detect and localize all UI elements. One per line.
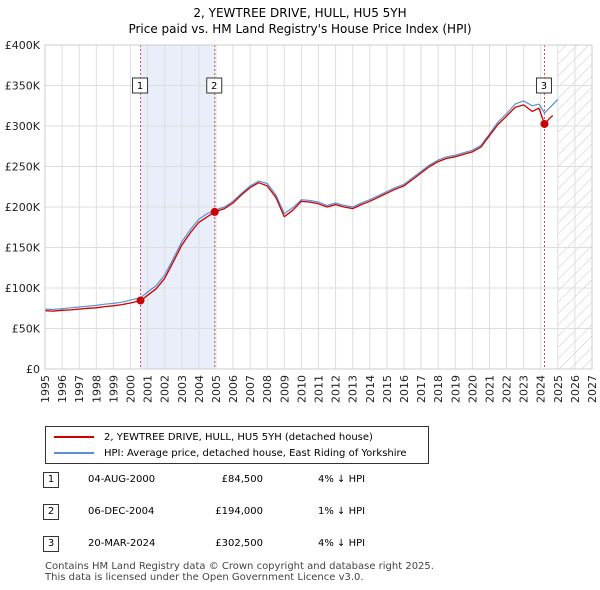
sale-label-box <box>132 77 149 94</box>
footer-notice: Contains HM Land Registry data © Crown c… <box>45 561 434 583</box>
x-tick-label: 1998 <box>90 375 103 403</box>
y-tick-label: £100K <box>5 282 41 295</box>
transaction-hpi: 4% ↓ HPI <box>318 538 366 549</box>
table-row: 1 04-AUG-2000 £84,500 4% ↓ HPI <box>43 472 443 490</box>
x-tick-label: 2011 <box>313 375 326 403</box>
x-tick-label: 2005 <box>210 375 223 403</box>
chart-title: 2, YEWTREE DRIVE, HULL, HU5 5YH <box>193 6 407 20</box>
x-tick-label: 2019 <box>449 375 462 403</box>
property-price-line <box>44 104 554 312</box>
price-chart: 1 2 3 £0 £50K £100K £150K £200K £250K £300K £350K… <box>5 39 599 403</box>
x-tick-label: 2015 <box>381 375 394 403</box>
chart-legend: 2, YEWTREE DRIVE, HULL, HU5 5YH (detache… <box>45 426 429 464</box>
sale-label-box <box>535 77 552 94</box>
transaction-number: 3 <box>43 536 59 552</box>
x-tick-label: 2025 <box>552 375 565 403</box>
transaction-price: £302,500 <box>215 538 263 549</box>
sale-point <box>136 296 145 305</box>
x-tick-label: 2017 <box>415 375 428 403</box>
x-tick-label: 1995 <box>39 375 52 403</box>
transaction-hpi: 1% ↓ HPI <box>318 506 366 517</box>
sale-label-box <box>206 77 223 94</box>
transaction-date: 04-AUG-2000 <box>88 474 156 485</box>
legend-label-hpi: HPI: Average price, detached house, East… <box>104 447 407 459</box>
chart-subtitle: Price paid vs. HM Land Registry's House … <box>128 22 472 36</box>
x-tick-label: 2006 <box>227 375 240 403</box>
x-tick-label: 2004 <box>193 375 206 403</box>
plot-border <box>44 44 593 370</box>
table-row: 2 06-DEC-2004 £194,000 1% ↓ HPI <box>43 504 443 522</box>
x-tick-label: 1999 <box>107 375 120 403</box>
legend-swatch-hpi <box>54 452 94 454</box>
x-tick-label: 2027 <box>586 375 599 403</box>
y-tick-label: £350K <box>5 80 41 93</box>
x-tick-label: 2013 <box>347 375 360 403</box>
x-tick-label: 2023 <box>518 375 531 403</box>
x-tick-label: 2001 <box>142 375 155 403</box>
y-tick-label: £250K <box>5 161 41 174</box>
transaction-price: £194,000 <box>215 506 263 517</box>
transaction-hpi: 4% ↓ HPI <box>318 474 366 485</box>
x-tick-label: 2007 <box>244 375 257 403</box>
copyright-text: Contains HM Land Registry data © Crown c… <box>45 561 434 572</box>
sale-label: 2 <box>211 81 217 92</box>
sale-point <box>540 119 549 128</box>
x-tick-label: 2026 <box>569 375 582 403</box>
legend-label-property: 2, YEWTREE DRIVE, HULL, HU5 5YH (detache… <box>104 431 373 443</box>
sale-label: 3 <box>541 81 547 92</box>
x-tick-label: 2002 <box>159 375 172 403</box>
x-tick-label: 2008 <box>261 375 274 403</box>
x-tick-label: 2009 <box>278 375 291 403</box>
x-tick-label: 1996 <box>56 375 69 403</box>
y-tick-label: £0 <box>26 363 40 376</box>
transaction-date: 20-MAR-2024 <box>88 538 156 549</box>
x-tick-label: 2014 <box>364 375 377 403</box>
y-tick-label: £400K <box>5 39 41 52</box>
table-row: 3 20-MAR-2024 £302,500 4% ↓ HPI <box>43 536 443 554</box>
transaction-price: £84,500 <box>221 474 263 485</box>
x-tick-label: 1997 <box>73 375 86 403</box>
x-tick-label: 2000 <box>124 375 137 403</box>
y-tick-label: £150K <box>5 242 41 255</box>
transaction-number: 2 <box>43 504 59 520</box>
x-tick-label: 2018 <box>432 375 445 403</box>
licence-text: This data is licensed under the Open Gov… <box>45 572 364 583</box>
y-tick-label: £50K <box>12 323 41 336</box>
legend-item-hpi: HPI: Average price, detached house, East… <box>54 445 407 461</box>
x-tick-label: 2020 <box>466 375 479 403</box>
x-tick-label: 2003 <box>176 375 189 403</box>
transaction-number: 1 <box>43 472 59 488</box>
x-tick-label: 2012 <box>330 375 343 403</box>
x-tick-label: 2022 <box>501 375 514 403</box>
x-tick-label: 2016 <box>398 375 411 403</box>
x-tick-label: 2021 <box>483 375 496 403</box>
y-tick-label: £300K <box>5 120 41 133</box>
sale-point <box>210 207 219 216</box>
transaction-date: 06-DEC-2004 <box>88 506 155 517</box>
legend-swatch-property <box>54 436 94 438</box>
y-tick-label: £200K <box>5 201 41 214</box>
legend-item-property: 2, YEWTREE DRIVE, HULL, HU5 5YH (detache… <box>54 429 373 445</box>
hpi-line <box>44 98 559 311</box>
x-tick-label: 2010 <box>295 375 308 403</box>
sale-label: 1 <box>137 81 143 92</box>
x-tick-label: 2024 <box>535 375 548 403</box>
